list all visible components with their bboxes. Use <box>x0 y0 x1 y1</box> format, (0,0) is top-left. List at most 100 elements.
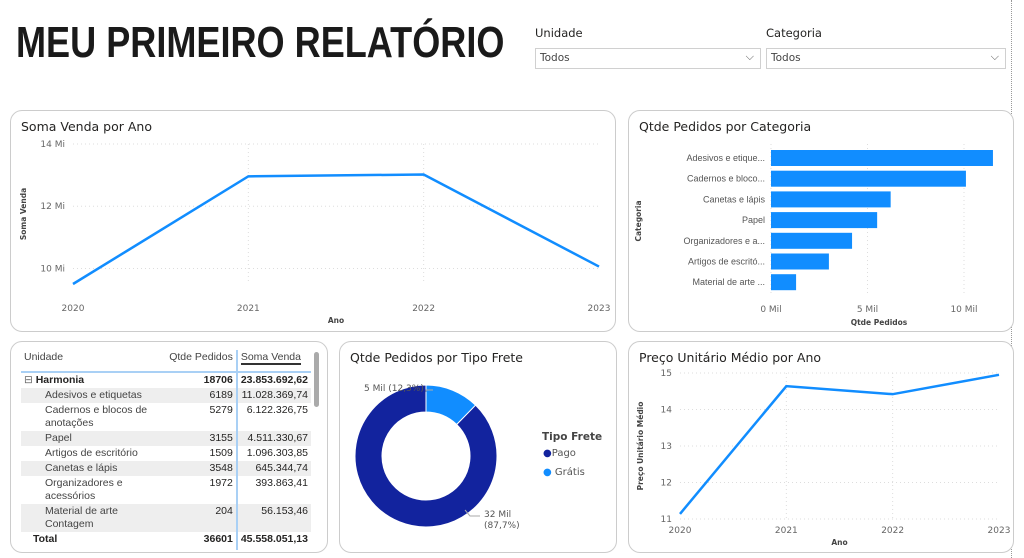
x-axis-title: Qtde Pedidos <box>851 318 908 327</box>
total-soma: 45.558.051,13 <box>240 533 308 545</box>
x-tick-label: 0 Mil <box>760 305 781 315</box>
table-row[interactable]: Organizadores e acessórios 1972 393.863,41 <box>21 476 311 504</box>
header-qtde[interactable]: Qtde Pedidos <box>166 350 238 372</box>
x-tick-label: 2023 <box>588 304 611 314</box>
legend-title: Tipo Frete <box>542 431 603 443</box>
x-tick-label: 2020 <box>62 304 85 314</box>
donut-slice <box>354 384 498 528</box>
legend-item-gratis[interactable]: ● Grátis <box>543 467 585 478</box>
y-tick-label: 12 Mi <box>40 202 65 212</box>
x-tick-label: 2021 <box>237 304 260 314</box>
row-soma: 1.096.303,85 <box>246 447 308 459</box>
row-qtde: 1509 <box>166 446 238 461</box>
table-row[interactable]: Material de arte Contagem 204 56.153,46 <box>21 504 311 532</box>
card-title: Qtde Pedidos por Categoria <box>639 119 812 134</box>
card-title: Qtde Pedidos por Tipo Frete <box>350 350 523 365</box>
leader-line <box>425 389 433 392</box>
matrix-card[interactable]: Unidade Qtde Pedidos Soma Venda ⊟ Harmon… <box>10 341 328 553</box>
collapse-icon[interactable]: ⊟ <box>24 374 36 386</box>
row-soma: 4.511.330,67 <box>236 431 311 446</box>
x-tick-label: 10 Mil <box>950 305 977 315</box>
row-qtde: 204 <box>166 504 238 532</box>
bar <box>771 212 878 229</box>
category-label: Artigos de escritó... <box>688 257 765 267</box>
row-category: Canetas e lápis <box>21 461 167 476</box>
bar <box>771 191 891 208</box>
group-qtde: 18706 <box>166 372 238 388</box>
category-label: Material de arte ... <box>692 277 765 287</box>
row-soma: 393.863,41 <box>255 477 308 489</box>
y-tick-label: 12 <box>661 479 672 489</box>
slicer-unidade: Unidade Todos ⌵ <box>535 26 761 69</box>
table-row[interactable]: Cadernos e blocos de anotações 5279 6.122.… <box>21 403 311 431</box>
row-soma: 11.028.369,74 <box>236 388 311 403</box>
bar <box>771 170 966 187</box>
row-category: Artigos de escritório <box>45 447 138 459</box>
series-line <box>72 173 600 286</box>
leader-line <box>464 509 480 517</box>
category-label: Cadernos e bloco... <box>687 174 765 184</box>
slicer-categoria: Categoria Todos ⌵ <box>766 26 1006 69</box>
x-tick-label: 2022 <box>881 526 904 536</box>
row-soma: 6.122.326,75 <box>246 404 308 416</box>
soma-venda-card[interactable]: Soma Venda por Ano 14 Mi 12 Mi 10 Mi 2020 20… <box>10 110 616 332</box>
x-tick-label: 2023 <box>988 526 1011 536</box>
row-qtde: 6189 <box>166 388 238 403</box>
chevron-down-icon: ⌵ <box>990 50 999 63</box>
row-qtde: 5279 <box>166 403 238 431</box>
table-row[interactable]: Artigos de escritório 1509 1.096.303,85 <box>21 446 311 461</box>
categoria-dropdown[interactable]: Todos ⌵ <box>766 48 1006 69</box>
y-tick-label: 10 Mi <box>40 264 65 274</box>
category-label: Organizadores e a... <box>683 236 765 246</box>
y-tick-label: 13 <box>661 442 672 452</box>
row-soma: 645.344,74 <box>236 461 311 476</box>
label-gratis: 5 Mil (12,3%) <box>364 384 424 394</box>
category-label: Papel <box>742 215 765 225</box>
table-row[interactable]: Canetas e lápis 3548 645.344,74 <box>21 461 311 476</box>
table-row[interactable]: Adesivos e etiquetas 6189 11.028.369,74 <box>21 388 311 403</box>
series-line <box>679 373 1000 515</box>
row-qtde: 3548 <box>166 461 238 476</box>
y-axis-title: Preço Unitário Médio <box>636 402 645 491</box>
group-name: Harmonia <box>35 374 85 386</box>
category-label: Adesivos e etique... <box>686 153 765 163</box>
bar <box>771 150 993 166</box>
dropdown-value: Todos <box>771 52 801 64</box>
slicer-label: Unidade <box>535 26 583 40</box>
row-category: Organizadores e acessórios <box>45 477 123 502</box>
scrollbar[interactable] <box>314 352 319 407</box>
x-tick-label: 2022 <box>412 304 435 314</box>
total-label: Total <box>33 533 58 545</box>
qtde-categoria-card[interactable]: Qtde Pedidos por Categoria 0 Mil 5 Mil 10 … <box>628 110 1014 332</box>
y-tick-label: 14 <box>661 406 673 416</box>
page-title: MEU PRIMEIRO RELATÓRIO <box>16 18 505 67</box>
header-unidade[interactable]: Unidade <box>24 351 64 363</box>
total-qtde: 36601 <box>166 532 238 550</box>
row-category: Cadernos e blocos de anotações <box>45 404 148 429</box>
bar <box>771 232 853 249</box>
preco-medio-card[interactable]: Preço Unitário Médio por Ano 15 14 13 12 11 2… <box>628 341 1014 553</box>
table-header: Unidade Qtde Pedidos Soma Venda <box>21 350 311 372</box>
tipo-frete-card[interactable]: Qtde Pedidos por Tipo Frete 5 Mil (12,3%… <box>339 341 617 553</box>
card-title: Preço Unitário Médio por Ano <box>639 350 822 365</box>
legend-item-pago[interactable]: ●Pago <box>543 448 576 459</box>
card-title: Soma Venda por Ano <box>21 119 152 134</box>
row-soma: 56.153,46 <box>236 504 311 532</box>
x-tick-label: 5 Mil <box>857 305 878 315</box>
row-qtde: 1972 <box>166 476 238 504</box>
row-category: Adesivos e etiquetas <box>21 388 167 403</box>
header-soma[interactable]: Soma Venda <box>240 351 301 365</box>
y-axis-title: Soma Venda <box>19 188 28 240</box>
x-tick-label: 2021 <box>775 526 798 536</box>
category-label: Canetas e lápis <box>703 194 766 204</box>
bar <box>771 274 797 291</box>
soma-venda-chart: 14 Mi 12 Mi 10 Mi 2020 2021 2022 2023 Ano Soma V… <box>19 140 611 325</box>
table-row[interactable]: Papel 3155 4.511.330,67 <box>21 431 311 446</box>
matrix-table: Unidade Qtde Pedidos Soma Venda ⊟ Harmon… <box>21 350 311 550</box>
unidade-dropdown[interactable]: Todos ⌵ <box>535 48 761 69</box>
y-axis-title: Categoria <box>634 200 643 241</box>
total-row: Total 36601 45.558.051,13 <box>21 532 311 550</box>
label-pago: 32 Mil (87,7%) <box>484 510 520 531</box>
y-tick-label: 11 <box>661 515 672 525</box>
y-tick-label: 14 Mi <box>40 140 65 150</box>
